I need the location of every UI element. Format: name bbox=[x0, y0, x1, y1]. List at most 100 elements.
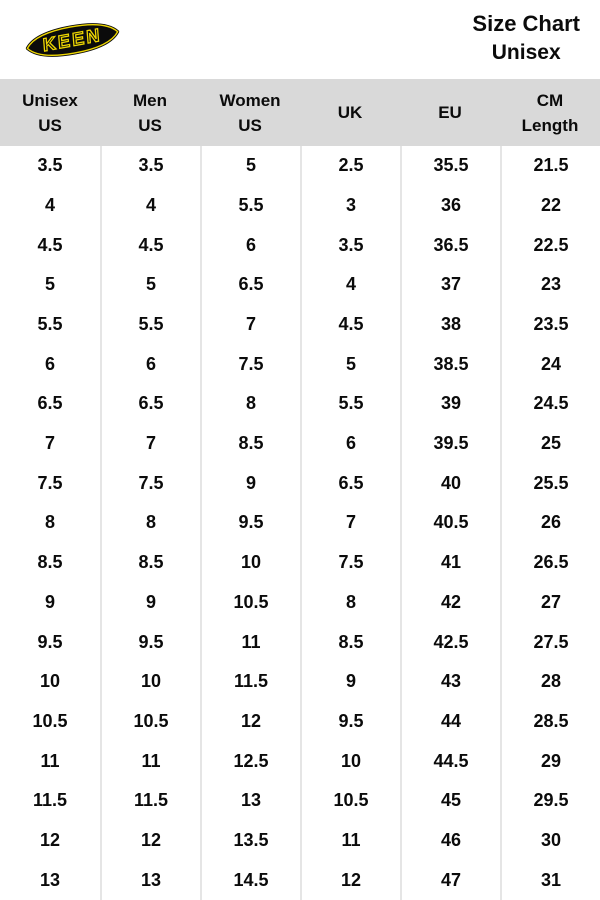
table-cell: 38.5 bbox=[400, 344, 500, 385]
table-cell: 11 bbox=[300, 820, 400, 861]
table-cell: 7 bbox=[100, 423, 200, 464]
logo-ring bbox=[26, 24, 119, 56]
size-table: Unisex US Men US Women US UK EU CM Lengt bbox=[0, 79, 600, 900]
table-cell: 4.5 bbox=[100, 225, 200, 266]
table-cell: 30 bbox=[500, 820, 600, 861]
table-cell: 4 bbox=[300, 265, 400, 305]
table-cell: 7.5 bbox=[200, 344, 300, 385]
table-cell: 5.5 bbox=[300, 384, 400, 424]
table-cell: 5 bbox=[300, 344, 400, 385]
table-cell: 45 bbox=[400, 780, 500, 821]
header-line: US bbox=[38, 115, 62, 135]
table-cell: 7.5 bbox=[100, 463, 200, 504]
table-body: 3.5 3.5 5 2.5 35.5 21.5 4 4 5.5 3 36 22 4.5 4.5 6 3.5 36… bbox=[0, 146, 600, 900]
table-cell: 39.5 bbox=[400, 423, 500, 464]
table-cell: 5 bbox=[44, 274, 55, 295]
table-cell: 8.5 bbox=[300, 622, 400, 662]
table-cell: 9.5 bbox=[300, 701, 400, 742]
table-cell: 44 bbox=[400, 701, 500, 742]
header-cell-eu: EU bbox=[400, 79, 500, 146]
table-cell: 6 bbox=[200, 225, 300, 266]
table-cell: 29 bbox=[500, 741, 600, 781]
table-cell: 11.5 bbox=[32, 790, 68, 811]
table-cell: 6.5 bbox=[200, 265, 300, 305]
table-cell: 27.5 bbox=[500, 622, 600, 662]
table-cell: 21.5 bbox=[500, 146, 600, 186]
header-line: US bbox=[238, 115, 262, 135]
table-cell: 8 bbox=[300, 582, 400, 623]
table-cell: 8.5 bbox=[200, 423, 300, 464]
table-cell: 46 bbox=[400, 820, 500, 861]
table-cell: 11.5 bbox=[200, 661, 300, 702]
table-cell: 6 bbox=[44, 353, 55, 374]
keen-logo: KEEN bbox=[22, 16, 123, 63]
table-cell: 3.5 bbox=[100, 146, 200, 186]
table-cell: 14.5 bbox=[200, 860, 300, 900]
table-cell: 10.5 bbox=[32, 710, 68, 731]
header-line: EU bbox=[438, 103, 462, 122]
table-cell: 28 bbox=[500, 661, 600, 702]
table-cell: 10 bbox=[100, 661, 200, 702]
table-cell: 10.5 bbox=[300, 780, 400, 821]
table-cell: 13 bbox=[39, 869, 61, 890]
table-cell: 10 bbox=[39, 671, 61, 692]
table-cell: 44.5 bbox=[400, 741, 500, 781]
table-cell: 24.5 bbox=[500, 384, 600, 424]
table-cell: 7 bbox=[44, 433, 55, 454]
table-cell: 4.5 bbox=[300, 304, 400, 345]
table-cell: 5 bbox=[100, 265, 200, 305]
table-cell: 26 bbox=[500, 503, 600, 543]
table-cell: 8 bbox=[44, 512, 55, 533]
header-line: Length bbox=[521, 115, 579, 135]
header-line: US bbox=[138, 115, 162, 135]
table-cell: 36.5 bbox=[400, 225, 500, 266]
table-cell: 25 bbox=[500, 423, 600, 464]
table-cell: 22 bbox=[500, 185, 600, 226]
table-cell: 35.5 bbox=[400, 146, 500, 186]
table-cell: 9 bbox=[44, 591, 55, 612]
table-cell: 41 bbox=[400, 542, 500, 583]
table-cell: 4.5 bbox=[37, 234, 63, 255]
table-cell: 6.5 bbox=[100, 384, 200, 424]
header-line: UK bbox=[337, 103, 363, 122]
header-line: Unisex bbox=[22, 90, 78, 110]
table-cell: 9.5 bbox=[37, 631, 63, 652]
table-cell: 11 bbox=[200, 622, 300, 662]
table-cell: 29.5 bbox=[500, 780, 600, 821]
table-cell: 10.5 bbox=[200, 582, 300, 623]
table-cell: 13.5 bbox=[200, 820, 300, 861]
table-cell: 9 bbox=[300, 661, 400, 702]
table-cell: 42.5 bbox=[400, 622, 500, 662]
table-cell: 24 bbox=[500, 344, 600, 385]
header-cell-men-us: Men US bbox=[100, 79, 200, 146]
table-cell: 10 bbox=[200, 542, 300, 583]
table-cell: 7 bbox=[200, 304, 300, 345]
header-line: CM bbox=[536, 90, 564, 110]
table-cell: 4 bbox=[44, 195, 55, 216]
table-cell: 7.5 bbox=[300, 542, 400, 583]
table-cell: 40.5 bbox=[400, 503, 500, 543]
table-cell: 12 bbox=[300, 860, 400, 900]
table-cell: 40 bbox=[400, 463, 500, 504]
table-cell: 5.5 bbox=[37, 314, 63, 335]
table-cell: 23 bbox=[500, 265, 600, 305]
table-cell: 12 bbox=[39, 829, 61, 850]
table-cell: 8 bbox=[100, 503, 200, 543]
table-cell: 6.5 bbox=[37, 393, 63, 414]
table-cell: 38 bbox=[400, 304, 500, 345]
size-chart-subtitle: Unisex bbox=[491, 41, 561, 64]
table-cell: 47 bbox=[400, 860, 500, 900]
header-line: Men bbox=[133, 90, 167, 110]
table-cell: 8 bbox=[200, 384, 300, 424]
table-cell: 11 bbox=[100, 741, 200, 781]
table-cell: 12 bbox=[200, 701, 300, 742]
table-cell: 4 bbox=[100, 185, 200, 226]
table-cell: 12.5 bbox=[200, 741, 300, 781]
table-cell: 36 bbox=[400, 185, 500, 226]
table-cell: 13 bbox=[200, 780, 300, 821]
header-line: Women bbox=[219, 90, 281, 110]
table-cell: 6.5 bbox=[300, 463, 400, 504]
table-cell: 13 bbox=[100, 860, 200, 900]
table-cell: 39 bbox=[400, 384, 500, 424]
table-cell: 11 bbox=[40, 750, 60, 771]
